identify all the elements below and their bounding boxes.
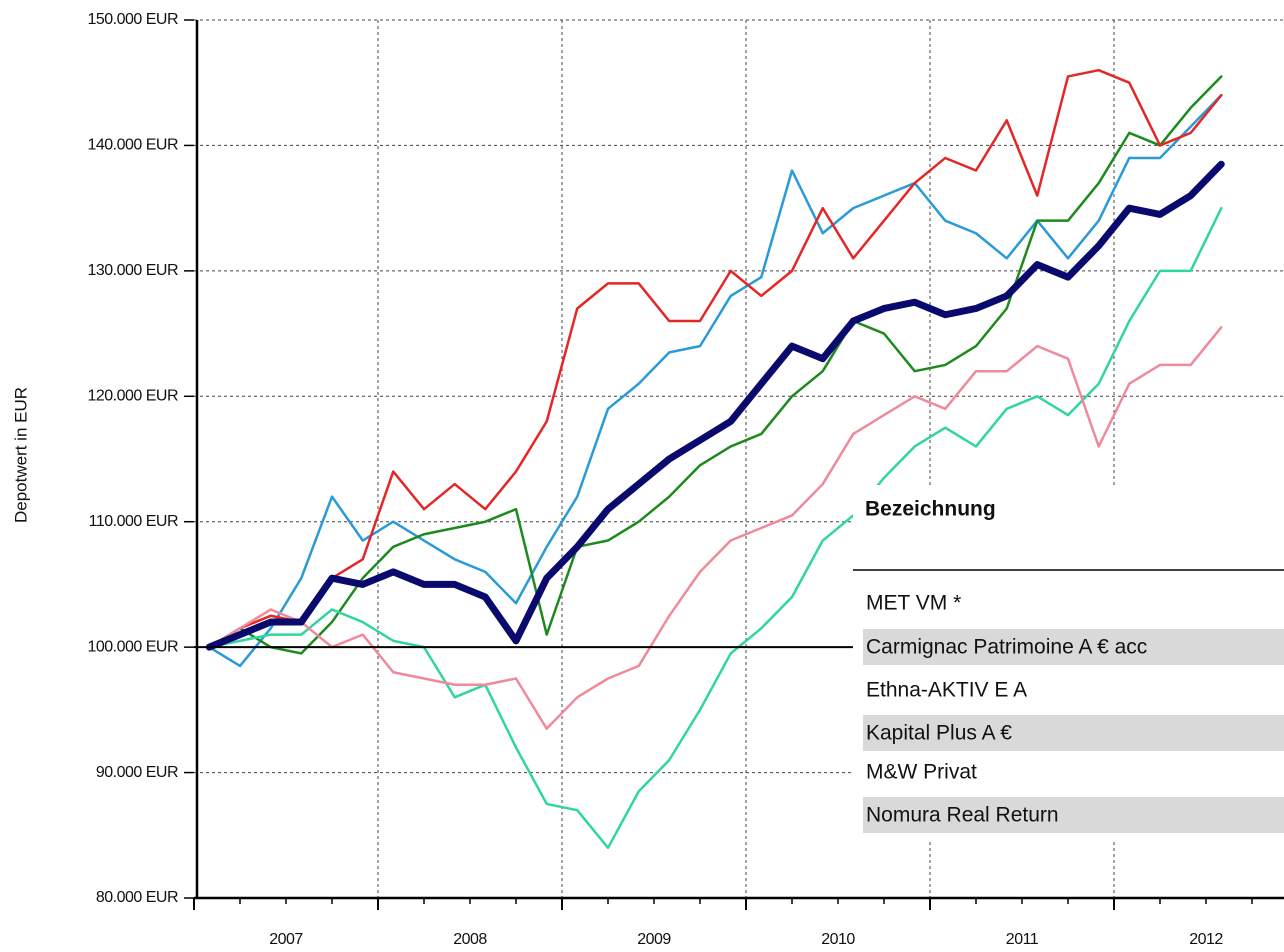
y-tick-label: 100.000 EUR — [87, 638, 178, 655]
legend-label: Ethna-AKTIV E A — [866, 679, 1027, 702]
series-line — [205, 160, 1225, 651]
legend-row-background — [863, 629, 1284, 665]
legend-label: Nomura Real Return — [866, 804, 1059, 827]
y-tick-label: 90.000 EUR — [96, 764, 178, 781]
legend: Bezeichnung MET VM * Carmignac Patrimoine… — [853, 485, 1284, 840]
y-tick-label: 110.000 EUR — [89, 513, 178, 530]
y-tick-label: 80.000 EUR — [96, 889, 178, 906]
legend-label: Carmignac Patrimoine A € acc — [866, 636, 1147, 659]
legend-row-background — [863, 715, 1284, 751]
plot-lines — [205, 68, 1225, 850]
axes: 80.000 EUR 90.000 EUR 100.000 EUR 110.000 E… — [87, 11, 1284, 948]
series-line — [208, 206, 1223, 850]
x-tick-label: 2007 — [269, 931, 303, 948]
series-line — [208, 326, 1223, 730]
legend-row-background — [863, 797, 1284, 833]
legend-label: Kapital Plus A € — [866, 722, 1012, 745]
x-tick-label: 2010 — [821, 931, 855, 948]
y-tick-label: 150.000 EUR — [87, 11, 178, 28]
legend-label: MET VM * — [866, 592, 961, 615]
series-line — [208, 94, 1223, 668]
x-tick-label: 2011 — [1006, 931, 1039, 948]
series-line — [208, 68, 1223, 649]
y-tick-label: 120.000 EUR — [87, 388, 178, 405]
y-axis-label: Depotwert in EUR — [11, 387, 30, 523]
x-tick-label: 2009 — [637, 931, 671, 948]
x-tick-label: 2012 — [1189, 931, 1223, 948]
x-tick-label: 2008 — [453, 931, 487, 948]
y-tick-label: 140.000 EUR — [87, 137, 178, 154]
series-line — [208, 75, 1223, 655]
legend-title: Bezeichnung — [865, 498, 996, 521]
legend-label: M&W Privat — [866, 761, 977, 784]
y-tick-label: 130.000 EUR — [87, 262, 178, 279]
